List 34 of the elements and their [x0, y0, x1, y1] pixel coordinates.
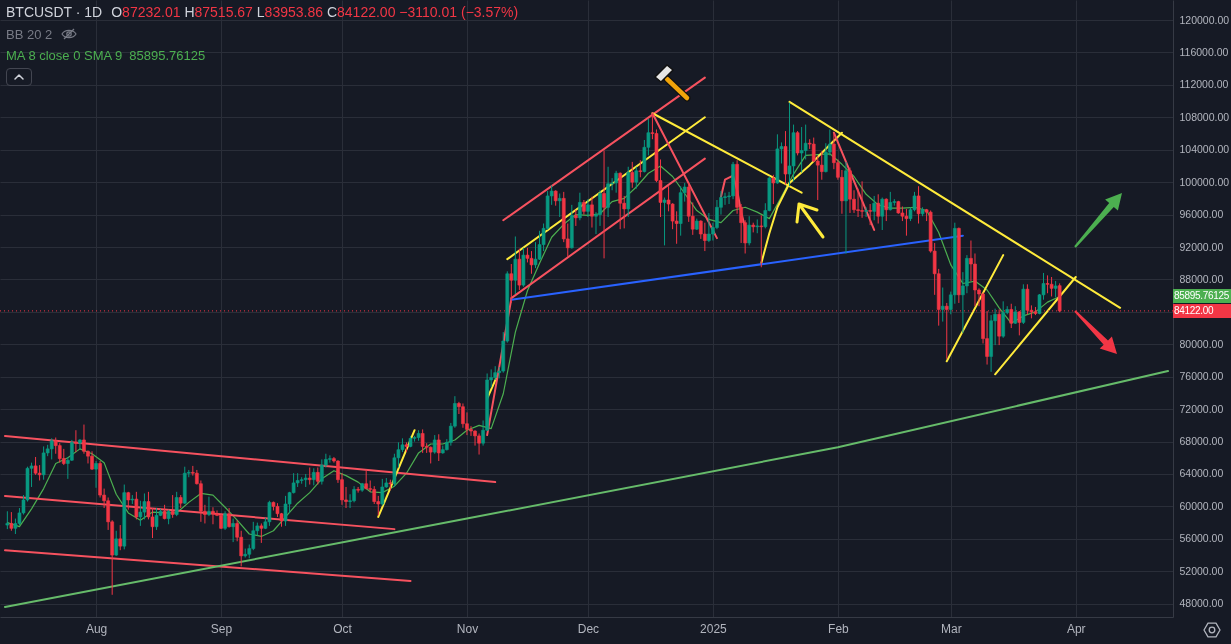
y-tick-label: 116000.00 [1179, 45, 1229, 58]
ref-line-label: 84122.00 [1173, 303, 1231, 318]
y-tick-label: 112000.00 [1179, 78, 1229, 91]
y-tick-label: 104000.00 [1179, 143, 1230, 156]
y-tick-label: 60000.00 [1179, 499, 1224, 512]
y-tick-label: 80000.00 [1179, 337, 1224, 350]
text: MA 8 close 0 SMA 9 [6, 48, 123, 63]
x-tick-label: Nov [456, 621, 479, 636]
x-tick-label: Feb [828, 621, 850, 636]
y-tick-label: 120000.00 [1179, 13, 1230, 26]
annotation: BB 20 2 [6, 27, 53, 42]
x-tick-label: Mar [940, 621, 962, 636]
x-tick-label: Aug [85, 621, 108, 636]
y-tick-label: 76000.00 [1179, 370, 1224, 383]
text: 85895.76125 [1173, 289, 1231, 304]
y-tick-label: 92000.00 [1179, 240, 1224, 253]
y-tick-label: 48000.00 [1179, 597, 1224, 610]
x-tick-label: Apr [1066, 621, 1086, 636]
y-tick-label: 52000.00 [1179, 564, 1224, 577]
y-tick-label: 72000.00 [1179, 402, 1224, 415]
y-tick-label: 108000.00 [1179, 110, 1230, 123]
chart-title: BTCUSDT · 1D [6, 4, 103, 20]
y-tick-label: 96000.00 [1179, 208, 1224, 221]
x-tick-label: Sep [210, 621, 233, 636]
y-tick-label: 68000.00 [1179, 435, 1224, 448]
text: O87232.01 H87515.67 L83953.86 C84122.00 −3110.01 (−3.57%) [111, 4, 519, 20]
y-tick-label: 56000.00 [1179, 532, 1224, 545]
y-tick-label: 100000.00 [1179, 175, 1230, 188]
y-tick-label: 64000.00 [1179, 467, 1224, 480]
x-tick-label: 2025 [700, 621, 728, 636]
annotation: 85895.76125 [129, 48, 206, 63]
y-tick-label: 88000.00 [1179, 272, 1224, 285]
x-tick-label: Oct [333, 621, 353, 636]
x-tick-label: Dec [577, 621, 600, 636]
